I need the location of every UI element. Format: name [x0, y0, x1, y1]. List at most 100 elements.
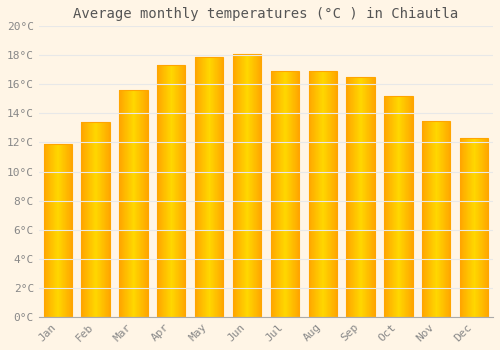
Bar: [237, 54, 238, 317]
Bar: [282, 71, 283, 317]
Bar: [485, 138, 486, 317]
Bar: [83, 122, 84, 317]
Bar: [387, 96, 388, 317]
Bar: [294, 71, 295, 317]
Bar: [277, 71, 278, 317]
Bar: [474, 138, 476, 317]
Bar: [460, 138, 488, 317]
Bar: [359, 77, 360, 317]
Bar: [195, 57, 196, 317]
Bar: [211, 57, 212, 317]
Bar: [460, 138, 461, 317]
Bar: [273, 71, 274, 317]
Bar: [104, 122, 105, 317]
Bar: [272, 71, 273, 317]
Bar: [178, 65, 179, 317]
Bar: [407, 96, 408, 317]
Bar: [66, 144, 67, 317]
Bar: [438, 121, 439, 317]
Bar: [280, 71, 281, 317]
Bar: [392, 96, 394, 317]
Bar: [289, 71, 290, 317]
Bar: [125, 90, 126, 317]
Bar: [164, 65, 165, 317]
Bar: [59, 144, 60, 317]
Bar: [50, 144, 51, 317]
Bar: [330, 71, 331, 317]
Bar: [369, 77, 370, 317]
Bar: [274, 71, 275, 317]
Bar: [61, 144, 62, 317]
Bar: [204, 57, 205, 317]
Bar: [123, 90, 124, 317]
Bar: [88, 122, 89, 317]
Bar: [200, 57, 201, 317]
Bar: [310, 71, 311, 317]
Bar: [396, 96, 398, 317]
Bar: [235, 54, 236, 317]
Bar: [481, 138, 482, 317]
Bar: [140, 90, 141, 317]
Bar: [292, 71, 293, 317]
Bar: [44, 144, 72, 317]
Bar: [270, 71, 271, 317]
Bar: [432, 121, 433, 317]
Bar: [119, 90, 120, 317]
Bar: [240, 54, 241, 317]
Bar: [347, 77, 348, 317]
Bar: [431, 121, 432, 317]
Bar: [60, 144, 61, 317]
Bar: [322, 71, 324, 317]
Bar: [411, 96, 412, 317]
Bar: [57, 144, 58, 317]
Bar: [49, 144, 50, 317]
Bar: [293, 71, 294, 317]
Bar: [160, 65, 161, 317]
Bar: [351, 77, 352, 317]
Bar: [360, 77, 361, 317]
Bar: [220, 57, 221, 317]
Bar: [254, 54, 255, 317]
Bar: [119, 90, 148, 317]
Bar: [443, 121, 444, 317]
Bar: [87, 122, 88, 317]
Bar: [147, 90, 148, 317]
Bar: [127, 90, 128, 317]
Bar: [478, 138, 479, 317]
Bar: [221, 57, 222, 317]
Bar: [296, 71, 297, 317]
Bar: [466, 138, 468, 317]
Bar: [122, 90, 123, 317]
Bar: [212, 57, 213, 317]
Bar: [287, 71, 288, 317]
Bar: [242, 54, 243, 317]
Bar: [169, 65, 170, 317]
Bar: [424, 121, 425, 317]
Bar: [324, 71, 325, 317]
Bar: [46, 144, 47, 317]
Bar: [141, 90, 142, 317]
Bar: [429, 121, 430, 317]
Bar: [48, 144, 49, 317]
Bar: [109, 122, 110, 317]
Bar: [367, 77, 368, 317]
Bar: [258, 54, 259, 317]
Bar: [399, 96, 400, 317]
Bar: [374, 77, 375, 317]
Bar: [384, 96, 385, 317]
Bar: [185, 65, 186, 317]
Bar: [483, 138, 484, 317]
Bar: [439, 121, 440, 317]
Bar: [409, 96, 410, 317]
Bar: [58, 144, 59, 317]
Bar: [207, 57, 208, 317]
Bar: [361, 77, 362, 317]
Bar: [476, 138, 477, 317]
Bar: [222, 57, 223, 317]
Bar: [353, 77, 354, 317]
Bar: [198, 57, 199, 317]
Bar: [139, 90, 140, 317]
Bar: [373, 77, 374, 317]
Bar: [468, 138, 469, 317]
Bar: [384, 96, 412, 317]
